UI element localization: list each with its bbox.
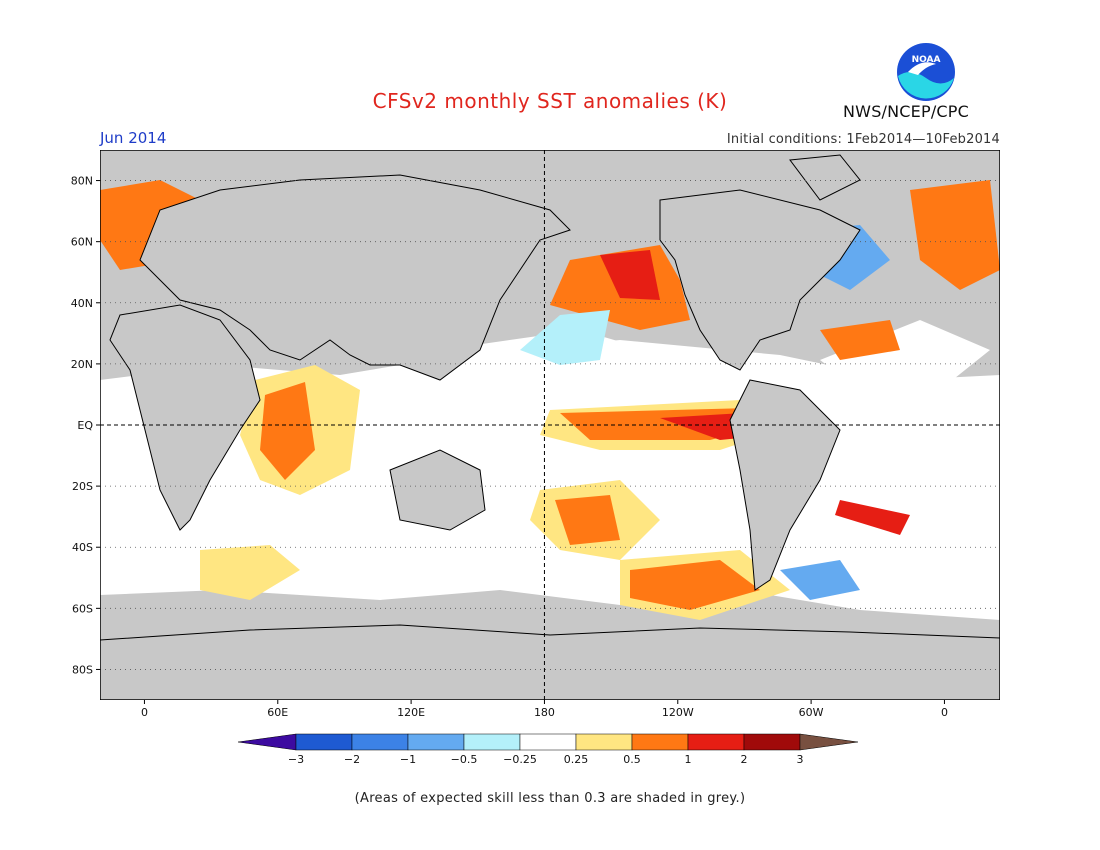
continents xyxy=(100,154,1000,700)
legend-swatch xyxy=(743,733,801,751)
legend-tick-label: 1 xyxy=(685,753,692,766)
lat-tick-label: 60S xyxy=(72,602,93,615)
legend-tick-label: −0.5 xyxy=(451,753,478,766)
legend-tick-label: −3 xyxy=(288,753,304,766)
sst-anomaly-map xyxy=(100,150,1000,700)
africa-outline xyxy=(109,304,261,531)
north-america-outline xyxy=(659,189,861,371)
lat-tick-label: 20S xyxy=(72,480,93,493)
lat-tick-label: 80N xyxy=(71,175,93,188)
initial-conditions: Initial conditions: 1Feb2014—10Feb2014 xyxy=(726,132,1000,147)
latitude-axis: 80N 60N 40N 20N EQ 20S 40S 60S 80S xyxy=(71,175,100,676)
lon-tick-label: 120E xyxy=(397,706,425,719)
eurasia-outline xyxy=(139,174,571,381)
legend-tick-label: −1 xyxy=(400,753,416,766)
legend-swatch xyxy=(295,733,353,751)
lat-tick-label: 60N xyxy=(71,236,93,249)
chart-title: CFSv2 monthly SST anomalies (K) xyxy=(372,89,728,113)
legend-swatch xyxy=(519,733,577,751)
lon-tick-label: 0 xyxy=(141,706,148,719)
antarctica-outline xyxy=(100,624,1000,700)
noaa-logo-icon: NOAA xyxy=(897,43,955,101)
gridlines xyxy=(100,150,1000,700)
lon-tick-label: 180 xyxy=(534,706,555,719)
legend-tick-label: 2 xyxy=(741,753,748,766)
color-scale-legend: −3 −2 −1 −0.5 −0.25 0.25 0.5 1 2 3 xyxy=(238,733,859,766)
lon-tick-label: 60W xyxy=(799,706,824,719)
agency-label: NWS/NCEP/CPC xyxy=(843,102,970,121)
lon-tick-label: 120W xyxy=(662,706,694,719)
legend-swatch xyxy=(407,733,465,751)
lon-tick-label: 60E xyxy=(267,706,288,719)
greenland-outline xyxy=(789,154,861,201)
legend-swatch xyxy=(687,733,745,751)
legend-tick-label: 0.5 xyxy=(623,753,641,766)
legend-tick-label: 3 xyxy=(797,753,804,766)
legend-swatch xyxy=(351,733,409,751)
legend-low-arrow xyxy=(238,733,297,751)
legend-high-arrow xyxy=(799,733,859,751)
lat-tick-label: 80S xyxy=(72,663,93,676)
lat-tick-label: 40N xyxy=(71,297,93,310)
legend-swatch xyxy=(463,733,521,751)
noaa-logo-text: NOAA xyxy=(912,55,941,65)
legend-swatch xyxy=(575,733,633,751)
australia-outline xyxy=(389,449,486,531)
south-america-outline xyxy=(729,379,841,591)
lat-tick-label: 40S xyxy=(72,541,93,554)
lat-tick-label: 20N xyxy=(71,358,93,371)
skill-footnote: (Areas of expected skill less than 0.3 a… xyxy=(354,791,746,806)
legend-swatch xyxy=(631,733,689,751)
legend-tick-label: −0.25 xyxy=(503,753,537,766)
lat-tick-label: EQ xyxy=(77,419,93,432)
legend-tick-label: −2 xyxy=(344,753,360,766)
lon-tick-label: 0 xyxy=(941,706,948,719)
forecast-period: Jun 2014 xyxy=(100,129,167,147)
longitude-axis: 0 60E 120E 180 120W 60W 0 xyxy=(141,700,948,719)
legend-tick-label: 0.25 xyxy=(564,753,589,766)
